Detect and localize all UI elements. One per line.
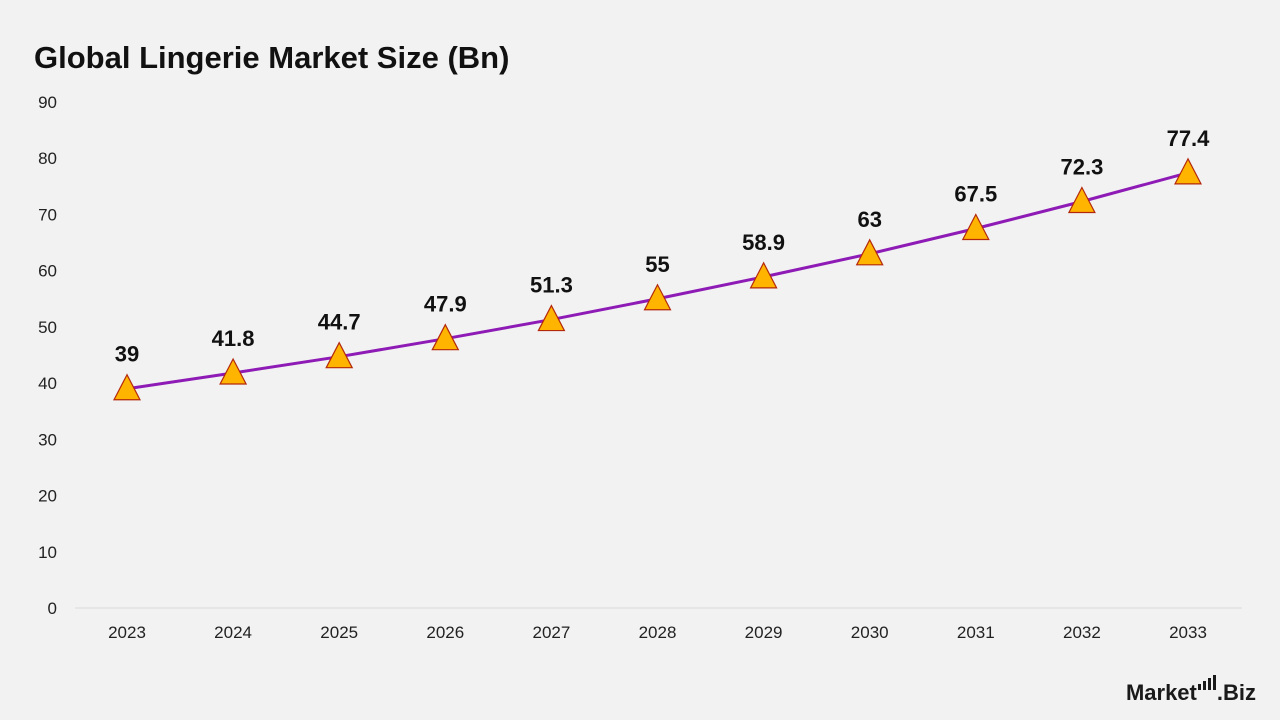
x-tick-label: 2025 <box>320 623 358 642</box>
y-tick-label: 20 <box>38 487 57 506</box>
series-group <box>126 171 1189 391</box>
brand-logo: Market .Biz <box>1126 675 1256 706</box>
x-tick-label: 2027 <box>532 623 570 642</box>
x-tick-label: 2023 <box>108 623 146 642</box>
x-tick-label: 2031 <box>957 623 995 642</box>
y-axis: 0 10 20 30 40 50 60 70 80 90 <box>38 93 57 618</box>
data-point-marker <box>1174 157 1202 185</box>
y-tick-label: 10 <box>38 543 57 562</box>
data-label: 51.3 <box>530 273 573 298</box>
x-tick-label: 2024 <box>214 623 252 642</box>
data-label: 77.4 <box>1167 126 1211 151</box>
data-point-marker <box>431 323 460 351</box>
y-tick-label: 50 <box>38 318 57 337</box>
data-point-marker <box>537 304 566 332</box>
data-point-marker <box>961 213 990 241</box>
brand-name-left: Market <box>1125 680 1197 705</box>
chart-title: Global Lingerie Market Size (Bn) <box>34 40 510 75</box>
y-tick-label: 90 <box>38 93 57 112</box>
y-tick-label: 30 <box>38 430 57 449</box>
data-label: 67.5 <box>954 182 997 207</box>
x-tick-label: 2030 <box>851 623 889 642</box>
data-label: 39 <box>115 342 139 367</box>
y-tick-label: 80 <box>38 149 57 168</box>
data-point-marker <box>749 261 778 289</box>
markers-group <box>113 157 1202 401</box>
x-tick-label: 2032 <box>1063 623 1101 642</box>
data-point-marker <box>855 238 884 266</box>
data-point-marker <box>113 373 141 401</box>
bar-chart-icon <box>1197 675 1216 690</box>
data-labels-group: 39 41.8 44.7 47.9 51.3 55 58.9 63 67.5 72.3 77.4 <box>115 126 1210 367</box>
data-label: 41.8 <box>212 326 255 351</box>
x-tick-label: 2028 <box>639 623 677 642</box>
data-point-marker <box>325 341 354 369</box>
data-point-marker <box>1067 186 1096 214</box>
data-label: 58.9 <box>742 230 785 255</box>
y-tick-label: 60 <box>38 262 57 281</box>
x-tick-label: 2033 <box>1169 623 1207 642</box>
y-tick-label: 40 <box>38 374 57 393</box>
data-label: 63 <box>857 207 881 232</box>
x-axis: 2023 2024 2025 2026 2027 2028 2029 2030 2031 2032… <box>75 607 1242 642</box>
data-point-marker <box>643 283 672 311</box>
data-label: 72.3 <box>1060 155 1103 180</box>
x-tick-label: 2029 <box>745 623 783 642</box>
data-label: 44.7 <box>318 310 361 335</box>
data-label: 55 <box>645 252 669 277</box>
series-line <box>126 171 1189 391</box>
y-tick-label: 70 <box>38 205 57 224</box>
data-label: 47.9 <box>424 292 467 317</box>
data-point-marker <box>219 357 248 385</box>
y-tick-label: 0 <box>48 599 57 618</box>
x-tick-label: 2026 <box>426 623 464 642</box>
brand-name-right: .Biz <box>1216 680 1256 705</box>
